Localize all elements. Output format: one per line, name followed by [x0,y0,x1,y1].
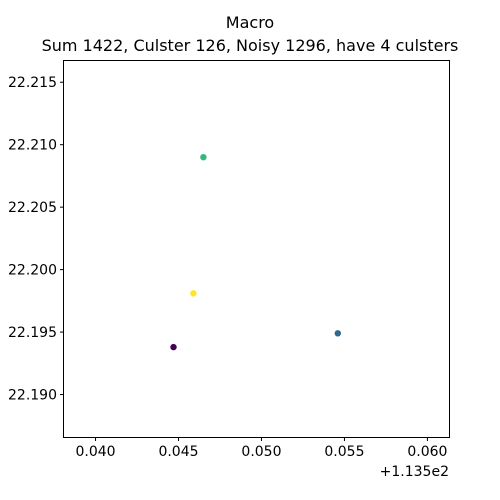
x-axis: 0.040 0.045 0.050 0.055 0.060 [75,437,447,460]
y-axis: 22.190 22.195 22.200 22.205 22.210 22.215 [8,75,64,404]
data-points [170,154,341,351]
x-tick-label: 0.040 [75,444,115,460]
cluster-4-point [190,290,197,297]
y-tick-label: 22.210 [8,138,57,154]
x-tick-label: 0.050 [241,444,281,460]
chart-subtitle: Sum 1422, Culster 126, Noisy 1296, have … [41,36,459,55]
x-tick-label: 0.045 [158,444,198,460]
cluster-1-point [170,343,177,351]
x-tick-label: 0.060 [407,444,447,460]
x-tick-label: 0.055 [324,444,364,460]
y-tick-label: 22.205 [8,200,57,216]
y-tick-label: 22.195 [8,325,57,341]
y-tick-label: 22.200 [8,263,57,279]
x-offset-label: +1.135e2 [380,464,449,480]
cluster-3-point [200,154,207,161]
y-tick-label: 22.215 [8,75,57,91]
cluster-2-point [334,330,341,337]
y-tick-label: 22.190 [8,388,57,404]
plot-frame [63,60,450,438]
chart-title: Macro [225,13,275,32]
